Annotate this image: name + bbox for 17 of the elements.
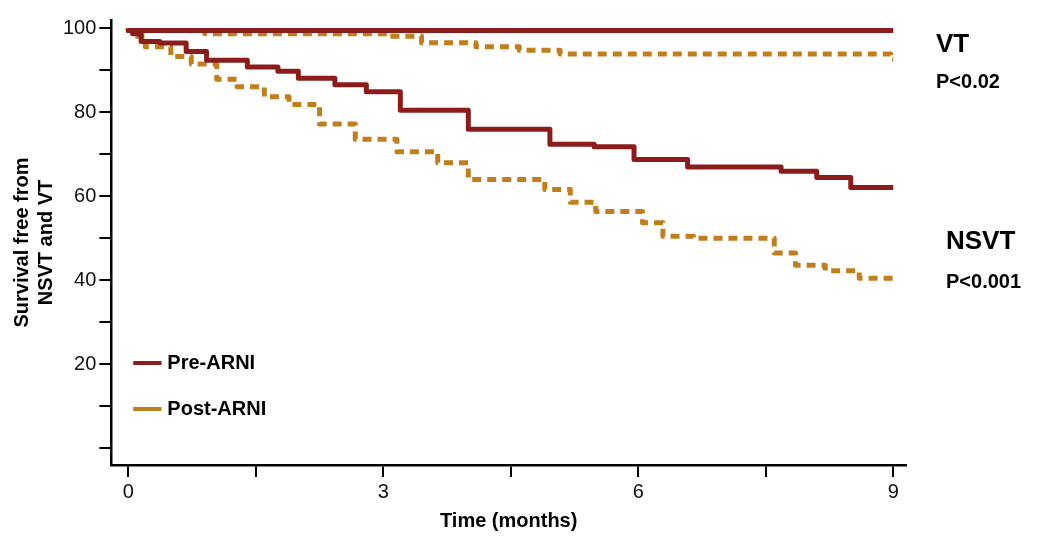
x-tick-label: 9 [887,479,899,502]
y-tick-label: 60 [74,183,97,206]
x-tick-label: 6 [632,479,644,502]
legend-label: Post-ARNI [167,396,267,419]
x-tick-label: 3 [377,479,389,502]
text: P<0.001 [946,269,1022,292]
y-tick-label: 40 [74,267,97,290]
x-tick-label: 0 [122,479,134,502]
x-axis-title: Time (months) [439,508,578,531]
legend-label: Pre-ARNI [167,350,256,373]
text: VT [936,28,970,59]
text: P<0.02 [936,69,1000,92]
y-tick-label: 20 [74,351,97,374]
y-tick-label: 80 [74,99,97,122]
y-tick-label: 100 [62,15,97,38]
y-axis-title: Survival free from NSVT and VT [9,157,56,328]
text: NSVT [946,225,1016,256]
